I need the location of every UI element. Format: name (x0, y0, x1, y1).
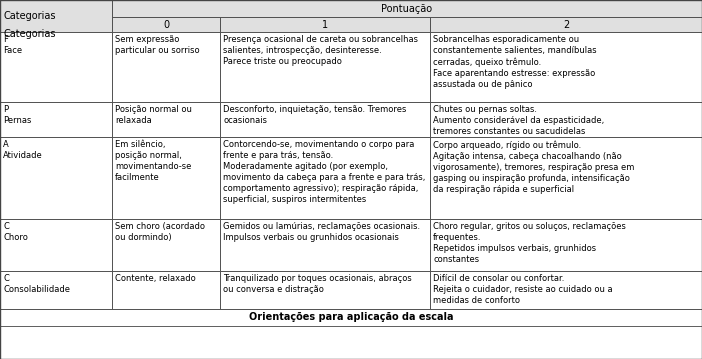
Bar (220, 219, 430, 271)
Text: Contente, relaxado: Contente, relaxado (115, 274, 196, 283)
Text: 0: 0 (163, 19, 169, 29)
Text: 1: 1 (322, 19, 328, 29)
Text: Sobrancelhas esporadicamente ou
constantemente salientes, mandíbulas
cerradas, q: Sobrancelhas esporadicamente ou constant… (433, 35, 597, 89)
Text: Corpo arqueado, rígido ou trêmulo.
Agitação intensa, cabeça chacoalhando (não
vi: Corpo arqueado, rígido ou trêmulo. Agita… (433, 140, 635, 194)
Text: Orientações para aplicação da escala: Orientações para aplicação da escala (249, 312, 453, 322)
Text: P
Pernas: P Pernas (3, 105, 32, 125)
Bar (220, 137, 430, 219)
Text: 2: 2 (563, 19, 569, 29)
Text: Contorcendo-se, movimentando o corpo para
frente e para trás, tensão.
Moderadame: Contorcendo-se, movimentando o corpo par… (223, 140, 425, 205)
Text: F
Face: F Face (3, 35, 22, 55)
Bar (0, 309, 702, 326)
Text: Em silêncio,
posição normal,
movimentando-se
facilmente: Em silêncio, posição normal, movimentand… (115, 140, 192, 182)
Text: C
Choro: C Choro (3, 222, 28, 242)
Text: Gemidos ou lamúrias, reclamações ocasionais.
Impulsos verbais ou grunhidos ocasi: Gemidos ou lamúrias, reclamações ocasion… (223, 222, 420, 242)
Text: A
Atividade: A Atividade (3, 140, 43, 160)
Bar (430, 219, 702, 271)
Text: Tranquilizado por toques ocasionais, abraços
ou conversa e distração: Tranquilizado por toques ocasionais, abr… (223, 274, 412, 294)
Text: C
Consolabilidade: C Consolabilidade (3, 274, 70, 294)
Bar (0, 219, 112, 271)
Bar (0, 0, 112, 32)
Bar (430, 17, 702, 32)
Bar (430, 137, 702, 219)
Bar (220, 32, 430, 102)
Bar (112, 102, 220, 137)
Bar (430, 32, 702, 102)
Text: Presença ocasional de careta ou sobrancelhas
salientes, introspecção, desinteres: Presença ocasional de careta ou sobrance… (223, 35, 418, 66)
Bar (112, 32, 220, 102)
Bar (112, 219, 220, 271)
Bar (220, 271, 430, 309)
Text: Categorias: Categorias (4, 29, 56, 39)
Text: Pontuação: Pontuação (381, 4, 432, 14)
Text: Posição normal ou
relaxada: Posição normal ou relaxada (115, 105, 192, 125)
Text: Choro regular, gritos ou soluços, reclamações
frequentes.
Repetidos impulsos ver: Choro regular, gritos ou soluços, reclam… (433, 222, 626, 264)
Bar (430, 102, 702, 137)
Bar (0, 102, 112, 137)
Bar (112, 0, 702, 17)
Text: Sem choro (acordado
ou dormindo): Sem choro (acordado ou dormindo) (115, 222, 205, 242)
Text: Desconforto, inquietação, tensão. Tremores
ocasionais: Desconforto, inquietação, tensão. Tremor… (223, 105, 406, 125)
Bar (0, 271, 112, 309)
Bar (112, 17, 220, 32)
Text: Sem expressão
particular ou sorriso: Sem expressão particular ou sorriso (115, 35, 199, 55)
Text: Categorias: Categorias (4, 11, 56, 21)
Bar (0, 32, 112, 102)
Bar (430, 271, 702, 309)
Text: Difícil de consolar ou confortar.
Rejeita o cuidador, resiste ao cuidado ou a
me: Difícil de consolar ou confortar. Rejeit… (433, 274, 613, 305)
Bar (112, 137, 220, 219)
Bar (112, 271, 220, 309)
Bar (0, 137, 112, 219)
Bar (220, 17, 430, 32)
Bar (220, 102, 430, 137)
Text: Chutes ou pernas soltas.
Aumento considerável da espasticidade,
tremores constan: Chutes ou pernas soltas. Aumento conside… (433, 105, 604, 136)
